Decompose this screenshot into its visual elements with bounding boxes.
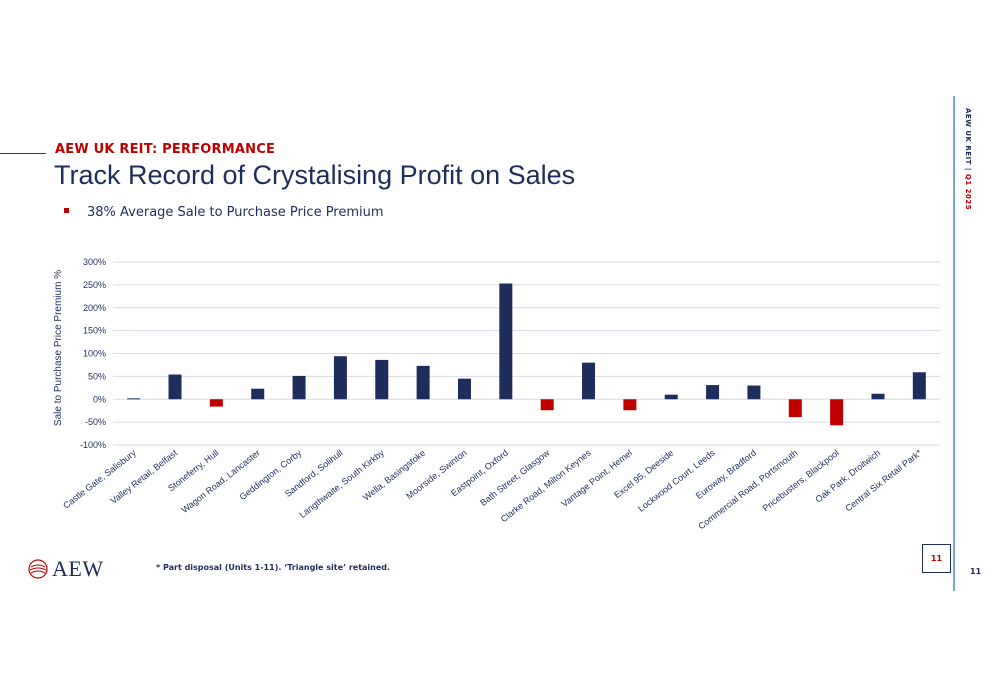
bar <box>582 362 596 400</box>
side-label: AEW UK REIT | Q1 2025 <box>964 108 972 210</box>
y-tick-label: 50% <box>88 371 106 381</box>
y-tick-label: 150% <box>83 326 106 336</box>
bar <box>747 385 761 400</box>
x-tick-label: Wagon Road, Lancaster <box>180 448 262 515</box>
y-tick-label: 0% <box>93 394 106 404</box>
y-tick-label: 300% <box>83 257 106 267</box>
bar <box>127 398 141 400</box>
section-label: AEW UK REIT: PERFORMANCE <box>55 142 276 157</box>
side-label-brand: AEW UK REIT <box>964 108 972 165</box>
bar <box>251 388 265 400</box>
aew-logo-mark-icon <box>28 559 48 579</box>
page-box: 11 <box>922 544 951 573</box>
bar <box>416 365 430 400</box>
x-tick-label: Valley Retail, Belfast <box>109 447 180 506</box>
y-tick-label: -100% <box>80 440 106 450</box>
bar <box>540 399 554 411</box>
logo-text: AEW <box>52 556 104 581</box>
bar <box>457 378 471 400</box>
y-axis-label: Sale to Purchase Price Premium % <box>53 270 64 426</box>
bar <box>664 394 678 400</box>
x-tick-label: Lockwood Court, Leeds <box>636 447 717 513</box>
aew-logo: AEW <box>28 556 104 582</box>
y-tick-label: -50% <box>85 417 106 427</box>
bullet-marker <box>64 208 69 213</box>
bar <box>168 374 182 400</box>
page-number: 11 <box>970 567 982 576</box>
accent-line <box>0 153 46 154</box>
x-tick-label: Pricebusters, Blackpool <box>761 448 841 514</box>
bar <box>292 375 306 400</box>
y-tick-label: 100% <box>83 349 106 359</box>
bar <box>375 359 389 400</box>
right-rule <box>953 96 955 591</box>
bar <box>871 393 885 400</box>
bar <box>830 399 844 426</box>
bar <box>623 399 637 411</box>
y-tick-label: 250% <box>83 280 106 290</box>
x-tick-label: Langthwaite, South Kirkby <box>297 447 386 520</box>
bar <box>209 399 223 407</box>
side-label-separator: | <box>964 167 972 171</box>
x-tick-label: Vantage Point, Hemel <box>559 448 634 509</box>
chart-gridlines <box>113 261 940 446</box>
x-tick-label: Central Six Retail Park* <box>843 447 924 513</box>
x-tick-label: Bath Street, Glasgow <box>478 447 552 508</box>
bar <box>333 356 347 400</box>
footnote: * Part disposal (Units 1-11). ‘Triangle … <box>156 563 391 572</box>
y-tick-label: 200% <box>83 303 106 313</box>
chart-bars <box>127 283 926 426</box>
bar <box>912 372 926 400</box>
y-axis-tick-labels: -100% -50% 0% 50% 100% 150% 200% 250% 300% <box>80 257 106 450</box>
bullet-text: 38% Average Sale to Purchase Price Premi… <box>87 205 384 220</box>
side-label-period: Q1 2025 <box>964 173 972 211</box>
bar <box>706 385 720 400</box>
x-tick-label: Castle Gate, Salisbury <box>61 447 138 510</box>
bar <box>499 283 513 400</box>
page-title: Track Record of Crystalising Profit on S… <box>54 160 576 190</box>
bar <box>788 399 802 418</box>
